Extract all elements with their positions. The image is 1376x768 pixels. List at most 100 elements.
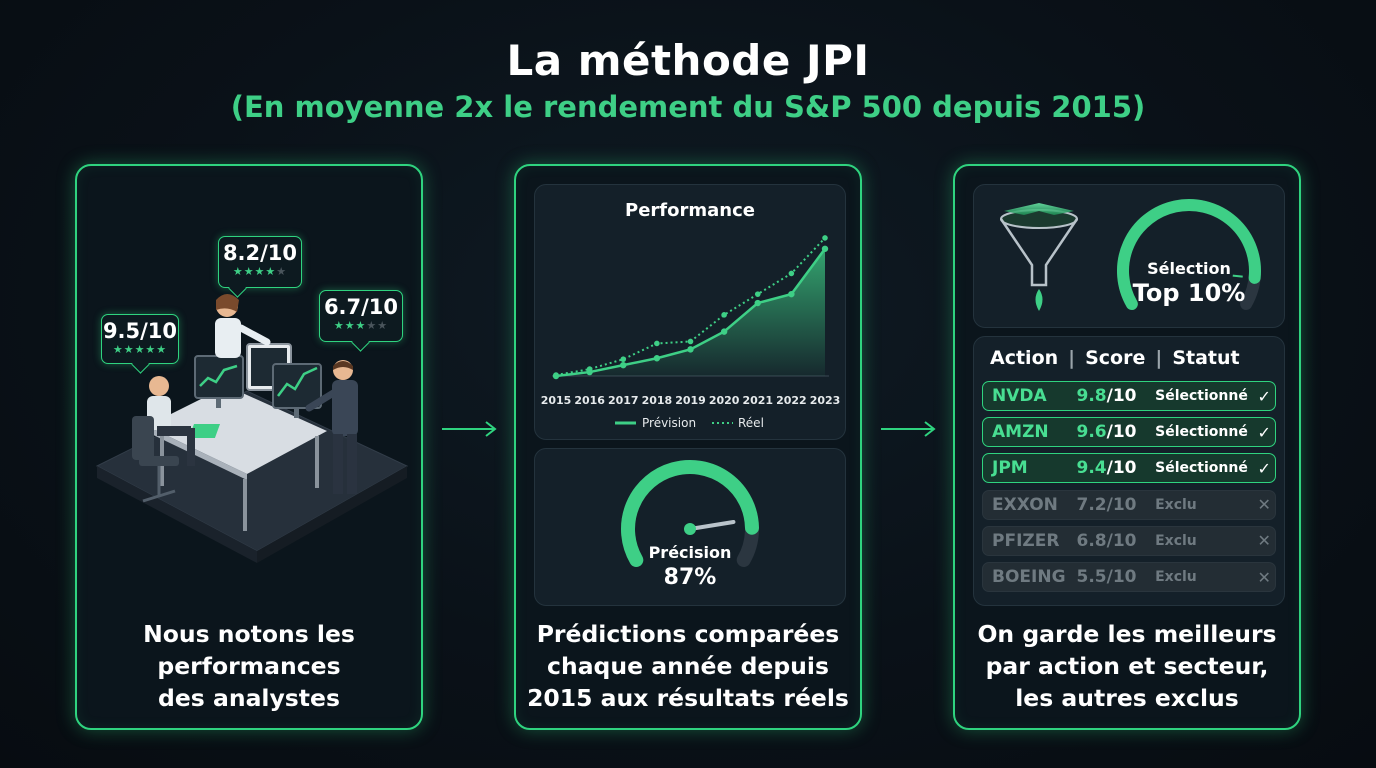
point-prevision [720,328,728,335]
point-prevision [653,355,661,362]
card-caption: Nous notons les performances des analyst… [143,620,355,712]
table-row: NVDA 9.8/10 Sélectionné ✓ [982,381,1276,411]
point-reel [822,235,828,241]
arrow-right-icon [881,421,936,437]
point-reel [788,270,795,277]
row-status: Sélectionné [1155,388,1248,404]
x-tick-label: 2020 [709,394,740,407]
chart-title: Performance [625,200,755,221]
rating-score: 9.5/10 [102,319,178,343]
card-selection: Sélection Top 10% Action | Score | Statu… [953,164,1301,730]
analyst-rating-bubble: 6.7/10 ★★★★★ [319,290,403,352]
row-ticker: EXXON [992,494,1058,515]
analyst-rating-bubble: 9.5/10 ★★★★★ [101,314,179,374]
table-row: EXXON 7.2/10 Exclu ✕ [982,489,1276,520]
row-score: 9.4/10 [1076,458,1137,479]
x-tick-label: 2021 [742,394,773,407]
gauge-hub [684,523,696,535]
rating-stars-5: ★★★★★ [112,343,168,356]
office-illustration [95,294,409,563]
point-reel [586,366,593,372]
column-divider: | [1155,347,1163,369]
check-icon: ✓ [1257,386,1271,406]
x-icon: ✕ [1257,531,1271,551]
point-reel [654,340,660,347]
row-status: Exclu [1155,569,1197,585]
column-header-action: Action [990,347,1059,369]
table-row: JPM 9.4/10 Sélectionné ✓ [982,453,1276,484]
point-prevision [788,290,795,298]
legend-label-prevision: Prévision [642,416,696,430]
column-header-status: Statut [1172,347,1240,369]
rating-stars-4: ★★★★★ [232,265,288,278]
selection-gauge-label: Sélection [1147,259,1231,278]
row-score: 9.6/10 [1076,422,1137,443]
table-row: BOEING 5.5/10 Exclu ✕ [982,562,1276,592]
forecast-area [556,248,825,376]
performance-chart-panel: Performance 2015 2016 2017 2018 2019 2020 2021… [534,184,846,440]
column-divider: | [1068,347,1076,369]
card-caption: Prédictions comparées chaque année depui… [527,620,849,712]
table-row: AMZN 9.6/10 Sélectionné ✓ [982,417,1276,448]
row-score: 7.2/10 [1076,494,1137,515]
check-icon: ✓ [1257,458,1271,478]
point-reel [754,291,761,297]
x-tick-label: 2019 [675,394,706,407]
card-caption: On garde les meilleurs par action et sec… [977,620,1277,712]
point-reel [620,356,627,363]
precision-gauge [621,460,759,567]
rating-stars-3: ★★★★★ [333,319,389,332]
row-score: 6.8/10 [1076,530,1137,551]
gauge-marker [1232,274,1243,278]
analyst-rating-bubble: 8.2/10 ★★★★★ [218,236,302,298]
x-tick-label: 2015 [541,394,572,407]
funnel-icon [999,203,1079,311]
page-title: La méthode JPI [506,36,870,85]
row-status: Sélectionné [1155,460,1248,477]
precision-gauge-panel: Précision 87% [534,448,846,606]
gauge-fill [621,460,759,567]
x-icon: ✕ [1257,495,1271,515]
row-status: Exclu [1155,496,1197,513]
row-status: Sélectionné [1155,424,1248,441]
row-ticker: AMZN [992,422,1049,443]
row-status: Exclu [1155,532,1197,549]
legend-label-reel: Réel [738,416,764,430]
rating-score: 6.7/10 [323,295,399,319]
gauge-value: 87% [663,565,717,590]
row-score: 5.5/10 [1076,567,1137,587]
performance-line-chart: 2015 2016 2017 2018 2019 2020 2021 2022 2023 Prév… [541,235,841,430]
column-header-score: Score [1085,347,1146,369]
rating-score: 8.2/10 [222,241,298,265]
point-reel [721,312,727,318]
x-tick-label: 2023 [810,394,841,407]
point-prevision [687,346,694,353]
check-icon: ✓ [1257,422,1271,442]
row-ticker: NVDA [992,386,1047,406]
x-tick-label: 2016 [574,394,605,407]
gauge-needle [688,519,736,531]
x-tick-label: 2018 [642,394,673,407]
row-ticker: PFIZER [992,530,1060,551]
point-prevision [821,245,829,252]
x-tick-label: 2022 [776,394,807,407]
selection-panel: Sélection Top 10% [973,184,1285,328]
row-score: 9.8/10 [1076,386,1137,406]
table-header: Action | Score | Statut [990,347,1240,369]
x-tick-label: 2017 [608,394,639,407]
arrow-right-icon [442,421,497,437]
card-predictions: Performance 2015 2016 2017 2018 2019 2020 2021… [514,164,862,730]
row-ticker: BOEING [992,567,1066,587]
x-icon: ✕ [1257,567,1271,587]
point-prevision [620,361,627,369]
gauge-fill [1117,199,1261,310]
table-row: PFIZER 6.8/10 Exclu ✕ [982,525,1276,556]
gauge-label: Précision [648,543,732,562]
card-analysts: 9.5/10 ★★★★★ 8.2/10 ★★★★★ 6.7/10 ★★★★★ N… [75,164,423,730]
point-prevision [754,299,761,307]
point-reel [553,372,559,378]
point-reel [687,338,694,345]
selection-gauge [1117,199,1261,310]
selection-table-panel: Action | Score | Statut NVDA 9.8/10 Sélect… [973,336,1285,606]
row-ticker: JPM [992,458,1028,479]
